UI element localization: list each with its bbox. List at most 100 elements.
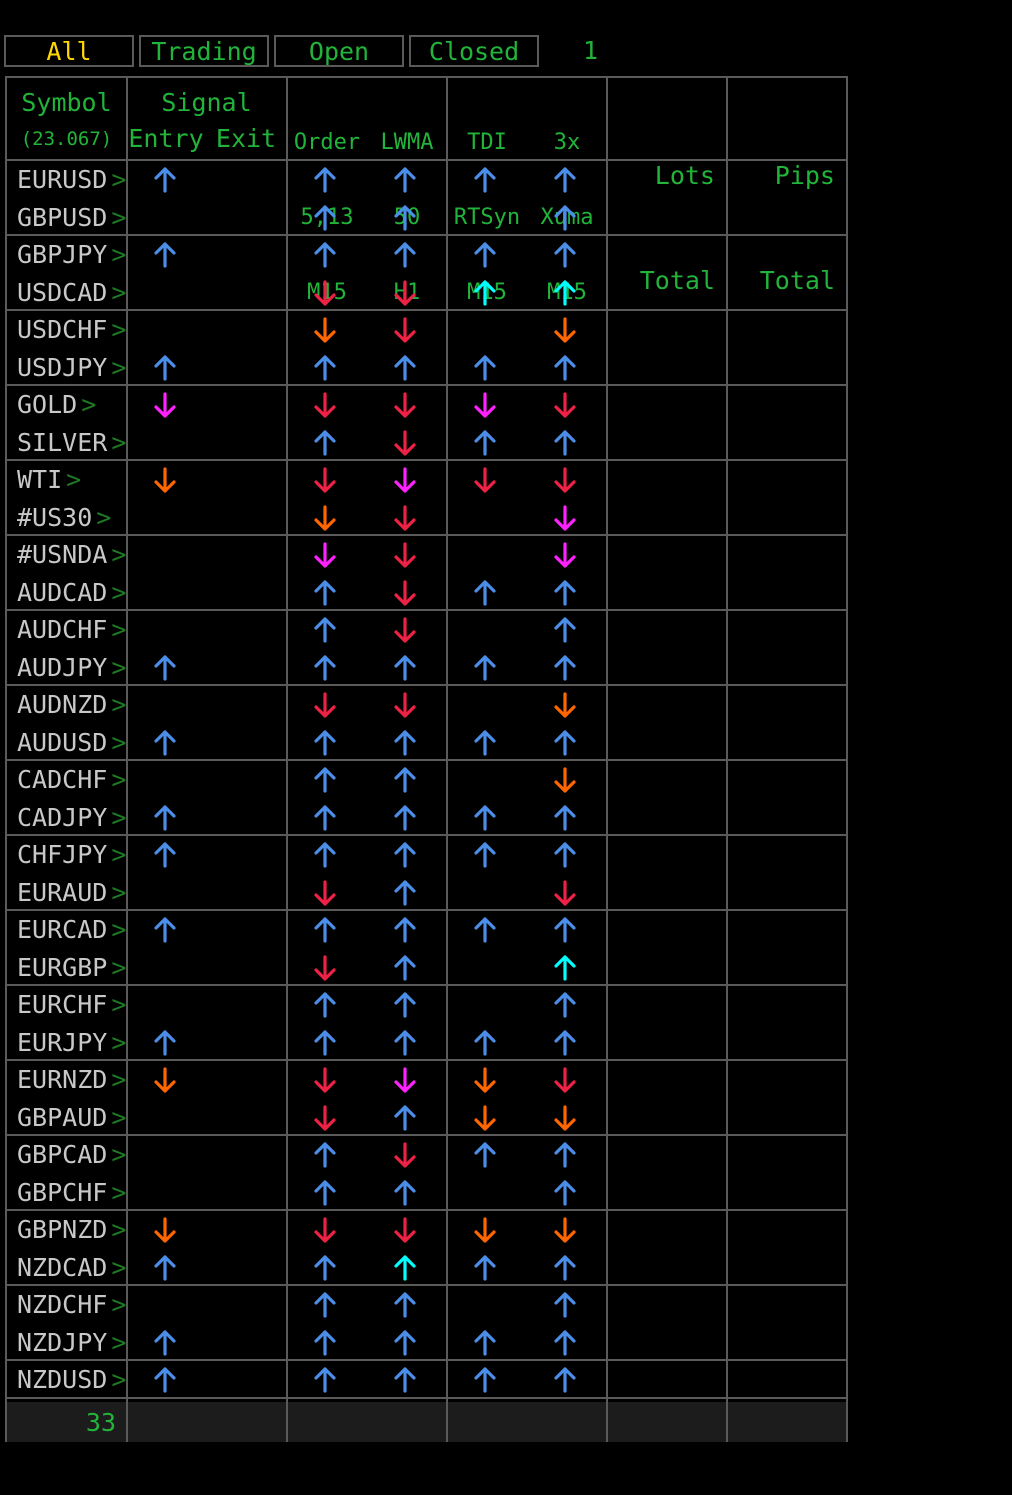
symbol-cell[interactable]: EURCAD > bbox=[17, 911, 126, 948]
chevron-right-icon[interactable]: > bbox=[111, 952, 127, 982]
symbol-cell[interactable]: GBPJPY > bbox=[17, 236, 126, 273]
symbol-cell[interactable]: AUDNZD > bbox=[17, 686, 126, 723]
tab-open[interactable]: Open bbox=[274, 35, 404, 67]
symbol-cell[interactable]: GBPCAD > bbox=[17, 1136, 126, 1173]
symbol-cell[interactable]: GBPAUD > bbox=[17, 1099, 126, 1136]
arrow-down-icon bbox=[394, 429, 416, 456]
chevron-right-icon[interactable]: > bbox=[111, 1177, 127, 1207]
chevron-right-icon[interactable]: > bbox=[111, 802, 127, 832]
header-signal[interactable]: Signal bbox=[161, 88, 252, 117]
header-lwma[interactable]: LWMA 50 H1 bbox=[367, 80, 447, 355]
chevron-right-icon[interactable]: > bbox=[111, 1365, 127, 1394]
chevron-right-icon[interactable]: > bbox=[111, 240, 127, 269]
symbol-cell[interactable]: NZDJPY > bbox=[17, 1324, 126, 1361]
chevron-right-icon[interactable]: > bbox=[111, 577, 127, 607]
symbol-cell[interactable]: CADCHF > bbox=[17, 761, 126, 798]
symbol-cell[interactable]: EURGBP > bbox=[17, 949, 126, 986]
chevron-right-icon[interactable]: > bbox=[111, 690, 127, 719]
symbol-cell[interactable]: CADJPY > bbox=[17, 799, 126, 836]
chevron-right-icon[interactable]: > bbox=[81, 390, 97, 419]
header-order[interactable]: Order 5,13 M15 bbox=[287, 80, 367, 355]
symbol-cell[interactable]: USDJPY > bbox=[17, 349, 126, 386]
chevron-right-icon[interactable]: > bbox=[111, 765, 127, 794]
chevron-right-icon[interactable]: > bbox=[111, 1290, 127, 1319]
symbol-cell[interactable]: NZDCHF > bbox=[17, 1286, 126, 1323]
symbol-label: AUDCAD bbox=[17, 577, 108, 607]
symbol-cell[interactable]: NZDUSD > bbox=[17, 1361, 126, 1398]
symbol-cell[interactable]: SILVER > bbox=[17, 424, 126, 461]
symbol-cell[interactable]: EURNZD > bbox=[17, 1061, 126, 1098]
chevron-right-icon[interactable]: > bbox=[111, 1252, 127, 1282]
symbol-label: AUDNZD bbox=[17, 690, 108, 719]
chevron-right-icon[interactable]: > bbox=[111, 1027, 127, 1057]
symbol-cell[interactable]: GBPCHF > bbox=[17, 1174, 126, 1211]
symbol-cell[interactable]: GBPUSD > bbox=[17, 199, 126, 236]
chevron-right-icon[interactable]: > bbox=[111, 915, 127, 944]
symbol-cell[interactable]: NZDCAD > bbox=[17, 1249, 126, 1286]
tab-trading[interactable]: Trading bbox=[139, 35, 269, 67]
symbol-label: EURNZD bbox=[17, 1065, 108, 1094]
chevron-right-icon[interactable]: > bbox=[111, 202, 127, 232]
chevron-right-icon[interactable]: > bbox=[111, 727, 127, 757]
chevron-right-icon[interactable]: > bbox=[111, 1102, 127, 1132]
tab-closed[interactable]: Closed bbox=[409, 35, 539, 67]
chevron-right-icon[interactable]: > bbox=[96, 502, 112, 532]
row-divider bbox=[7, 759, 846, 761]
symbol-cell[interactable]: AUDJPY > bbox=[17, 649, 126, 686]
chevron-right-icon[interactable]: > bbox=[111, 615, 127, 644]
tab-all[interactable]: All bbox=[4, 35, 134, 67]
chevron-right-icon[interactable]: > bbox=[111, 652, 127, 682]
arrow-up-icon bbox=[554, 729, 576, 756]
chevron-right-icon[interactable]: > bbox=[111, 877, 127, 907]
arrow-down-icon bbox=[554, 392, 576, 418]
symbol-cell[interactable]: #USNDA > bbox=[17, 536, 126, 573]
arrow-up-icon bbox=[474, 429, 496, 456]
arrow-up-icon bbox=[554, 204, 576, 231]
symbol-cell[interactable]: GOLD > bbox=[17, 386, 96, 423]
header-pips[interactable]: Pips Total bbox=[727, 88, 835, 368]
row-divider bbox=[7, 1359, 846, 1361]
symbol-label: AUDJPY bbox=[17, 652, 108, 682]
header-lots[interactable]: Lots Total bbox=[607, 88, 715, 368]
symbol-cell[interactable]: EURCHF > bbox=[17, 986, 126, 1023]
chevron-right-icon[interactable]: > bbox=[66, 465, 82, 494]
symbol-label: EURCHF bbox=[17, 990, 108, 1019]
row-divider bbox=[7, 834, 846, 836]
chevron-right-icon[interactable]: > bbox=[111, 840, 127, 869]
symbol-cell[interactable]: EURAUD > bbox=[17, 874, 126, 911]
chevron-right-icon[interactable]: > bbox=[111, 1065, 127, 1094]
header-xuma[interactable]: 3x Xuma M15 bbox=[527, 80, 607, 355]
symbol-cell[interactable]: AUDCHF > bbox=[17, 611, 126, 648]
chevron-right-icon[interactable]: > bbox=[111, 277, 127, 307]
chevron-right-icon[interactable]: > bbox=[111, 165, 127, 194]
symbol-cell[interactable]: AUDUSD > bbox=[17, 724, 126, 761]
symbol-cell[interactable]: #US30 > bbox=[17, 499, 111, 536]
row-divider bbox=[7, 909, 846, 911]
arrow-up-icon bbox=[314, 167, 336, 193]
symbol-cell[interactable]: WTI > bbox=[17, 461, 81, 498]
chevron-right-icon[interactable]: > bbox=[111, 352, 127, 382]
chevron-right-icon[interactable]: > bbox=[111, 427, 127, 457]
arrow-down-icon bbox=[154, 392, 176, 418]
header-exit: Exit bbox=[215, 124, 277, 153]
chevron-right-icon[interactable]: > bbox=[111, 990, 127, 1019]
chevron-right-icon[interactable]: > bbox=[111, 1327, 127, 1357]
arrow-up-icon bbox=[554, 954, 576, 981]
header-tdi[interactable]: TDI RTSyn M15 bbox=[447, 80, 527, 355]
symbol-cell[interactable]: CHFJPY > bbox=[17, 836, 126, 873]
chevron-right-icon[interactable]: > bbox=[111, 315, 127, 344]
symbol-cell[interactable]: USDCHF > bbox=[17, 311, 126, 348]
chevron-right-icon[interactable]: > bbox=[111, 540, 127, 569]
arrow-up-icon bbox=[394, 1367, 416, 1393]
chevron-right-icon[interactable]: > bbox=[111, 1215, 127, 1244]
arrow-down-icon bbox=[314, 692, 336, 718]
symbol-cell[interactable]: EURUSD > bbox=[17, 161, 126, 198]
chevron-right-icon[interactable]: > bbox=[111, 1140, 127, 1169]
symbol-cell[interactable]: USDCAD > bbox=[17, 274, 126, 311]
header-symbol[interactable]: Symbol bbox=[21, 88, 112, 117]
arrow-down-icon bbox=[314, 467, 336, 493]
symbol-cell[interactable]: AUDCAD > bbox=[17, 574, 126, 611]
symbol-cell[interactable]: EURJPY > bbox=[17, 1024, 126, 1061]
arrow-up-icon bbox=[314, 654, 336, 681]
symbol-cell[interactable]: GBPNZD > bbox=[17, 1211, 126, 1248]
